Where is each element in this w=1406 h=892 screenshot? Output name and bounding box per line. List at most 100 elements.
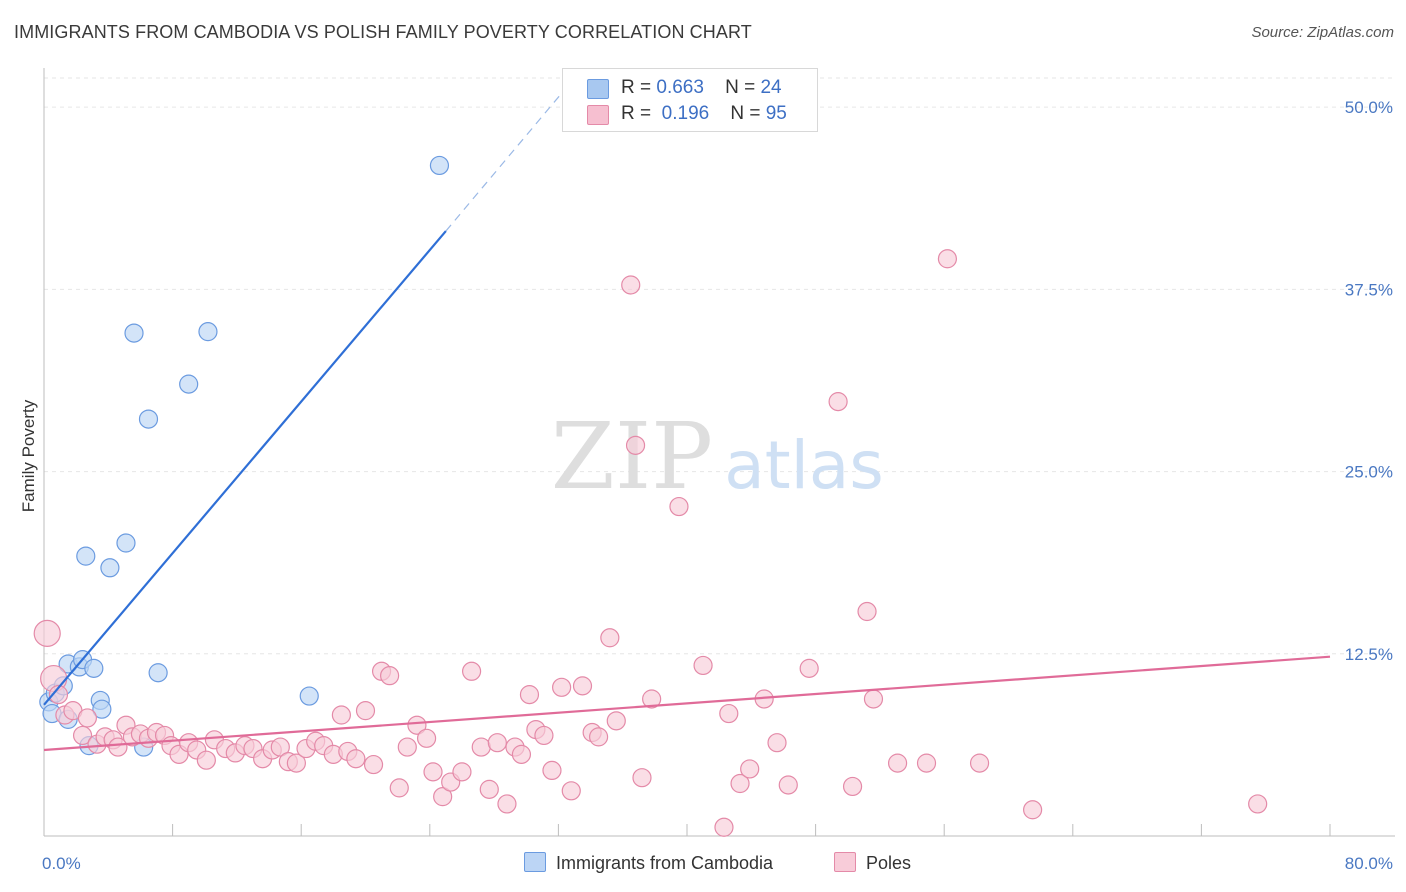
- poles-point-38: [346, 749, 366, 769]
- chart-source: Source: ZipAtlas.com: [1251, 24, 1394, 41]
- cambodia-point-8: [76, 546, 96, 566]
- x-tick-label-0: 0.0%: [42, 854, 81, 873]
- legend-n-label: N =: [730, 103, 761, 124]
- bottom-legend-swatch-cambodia: [524, 852, 546, 872]
- poles-point-53: [479, 779, 499, 799]
- poles-point-21: [196, 750, 216, 770]
- poles-point-0: [33, 619, 61, 647]
- cambodia-point-18: [148, 663, 168, 683]
- cambodia-point-15: [124, 323, 144, 343]
- poles-point-72: [642, 689, 662, 709]
- x-tick-label-1: 80.0%: [1345, 854, 1393, 873]
- bottom-legend-swatch-poles: [834, 852, 856, 872]
- legend-swatch-poles: [587, 105, 609, 125]
- grid-lines: [44, 77, 1395, 655]
- poles-point-76: [719, 703, 739, 724]
- poles-point-44: [397, 737, 417, 757]
- axes: [43, 68, 1395, 837]
- poles-point-69: [621, 275, 641, 295]
- cambodia-point-10: [84, 658, 104, 678]
- legend-r-label: R =: [621, 103, 652, 124]
- poles-point-92: [1248, 794, 1268, 814]
- legend-r-value: 0.663: [656, 77, 704, 98]
- poles-point-78: [740, 759, 760, 779]
- trend-line-cambodia: [43, 230, 447, 706]
- bottom-legend-label-poles: Poles: [866, 853, 912, 873]
- poles-point-83: [828, 392, 848, 412]
- cambodia-point-17: [138, 409, 159, 429]
- trend-line-cambodia-extension: [445, 77, 575, 232]
- legend-swatch-cambodia: [587, 79, 609, 99]
- y-tick-label-3: 50.0%: [1345, 98, 1393, 117]
- trend-line-poles: [43, 655, 1331, 752]
- legend-text-cambodia: R = 0.663 N = 24: [621, 77, 782, 99]
- poles-point-66: [588, 727, 609, 747]
- legend-n-value: 95: [765, 103, 787, 124]
- poles-point-88: [916, 753, 937, 773]
- series-poles-points: [33, 249, 1268, 837]
- poles-point-63: [561, 781, 581, 801]
- poles-point-50: [452, 762, 472, 782]
- poles-point-52: [471, 737, 491, 757]
- poles-point-36: [331, 705, 351, 725]
- poles-point-90: [969, 753, 990, 773]
- poles-point-31: [286, 753, 306, 773]
- poles-point-40: [363, 754, 384, 775]
- cambodia-point-20: [198, 322, 218, 342]
- chart-title: IMMIGRANTS FROM CAMBODIA VS POLISH FAMIL…: [14, 22, 752, 42]
- poles-point-51: [461, 661, 482, 681]
- poles-point-45: [407, 715, 427, 735]
- poles-point-61: [542, 760, 562, 781]
- bottom-legend-poles: Poles: [834, 852, 911, 874]
- poles-point-74: [693, 655, 713, 676]
- poles-point-87: [887, 753, 908, 773]
- legend-r-label: R =: [621, 77, 652, 98]
- poles-point-81: [778, 775, 798, 795]
- poles-point-77: [730, 773, 750, 794]
- poles-point-70: [625, 435, 646, 455]
- watermark: ZIP atlas: [551, 403, 884, 510]
- poles-point-75: [714, 817, 734, 837]
- poles-point-48: [433, 787, 453, 807]
- poles-point-55: [497, 794, 517, 814]
- tick-labels: 12.5% 25.0% 37.5% 50.0% 0.0% 80.0%: [42, 98, 1393, 873]
- poles-point-71: [632, 768, 652, 788]
- cambodia-point-21: [299, 686, 319, 706]
- cambodia-point-19: [179, 374, 199, 394]
- poles-point-85: [857, 601, 877, 622]
- poles-point-39: [355, 701, 376, 721]
- poles-point-80: [767, 733, 787, 753]
- poles-point-57: [511, 744, 532, 764]
- poles-point-64: [572, 676, 593, 696]
- poles-point-60: [534, 725, 554, 746]
- poles-point-84: [842, 776, 863, 797]
- poles-point-54: [487, 733, 507, 753]
- poles-point-47: [423, 762, 443, 782]
- poles-point-2: [48, 685, 69, 705]
- legend-n-label: N =: [725, 77, 756, 98]
- poles-point-42: [380, 666, 400, 686]
- poles-point-68: [606, 711, 626, 731]
- poles-point-10: [108, 737, 128, 757]
- bottom-legend-cambodia: Immigrants from Cambodia: [524, 852, 773, 874]
- trend-lines: [43, 77, 1331, 752]
- cambodia-point-12: [92, 699, 112, 719]
- poles-point-67: [600, 628, 620, 648]
- cambodia-point-13: [100, 558, 120, 578]
- legend-text-poles: R = 0.196 N = 95: [621, 103, 787, 125]
- legend-n-value: 24: [760, 77, 782, 98]
- cambodia-point-22: [429, 155, 450, 176]
- legend-r-value: 0.196: [661, 103, 710, 124]
- poles-point-29: [270, 737, 290, 757]
- correlation-legend: R = 0.663 N = 24 R = 0.196 N = 95: [562, 68, 818, 132]
- y-tick-label-2: 37.5%: [1345, 280, 1393, 299]
- y-tick-label-1: 25.0%: [1345, 463, 1393, 482]
- poles-point-89: [937, 249, 958, 269]
- poles-point-46: [416, 728, 437, 748]
- watermark-atlas: atlas: [724, 427, 884, 504]
- poles-point-43: [389, 778, 409, 798]
- cambodia-point-14: [116, 533, 136, 553]
- poles-point-73: [669, 496, 689, 517]
- poles-point-5: [72, 725, 93, 746]
